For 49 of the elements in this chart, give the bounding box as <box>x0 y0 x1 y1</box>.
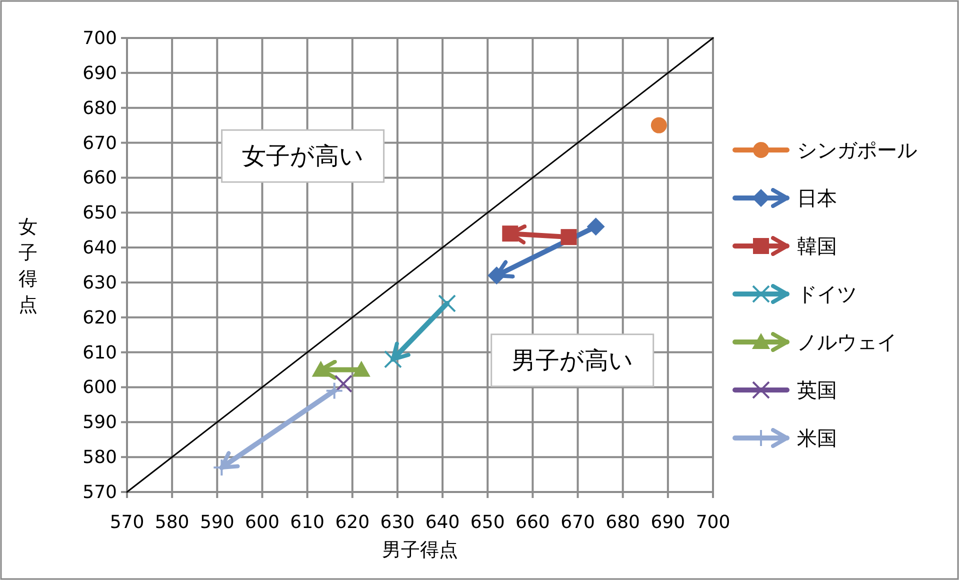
legend-label: 米国 <box>797 426 837 450</box>
x-tick-label: 680 <box>606 512 640 533</box>
x-tick-label: 630 <box>380 512 415 533</box>
x-tick-label: 610 <box>290 512 324 533</box>
y-tick-label: 640 <box>82 238 117 259</box>
legend-label: 日本 <box>797 186 837 210</box>
y-tick-label: 660 <box>82 168 117 189</box>
legend-label: 英国 <box>797 378 837 402</box>
annotation: 男子が高い <box>490 334 654 388</box>
y-tick-label: 620 <box>82 307 117 328</box>
y-tick-label: 650 <box>82 202 117 224</box>
y-tick-label: 680 <box>82 98 117 119</box>
x-tick-label: 700 <box>696 512 730 533</box>
x-tick-label: 620 <box>335 512 370 533</box>
x-tick-label: 670 <box>560 512 595 533</box>
legend-label: 韓国 <box>797 234 837 258</box>
annotation: 女子が高い <box>221 129 385 183</box>
point <box>438 294 456 312</box>
point <box>334 374 352 393</box>
x-tick-label: 580 <box>154 512 190 533</box>
y-tick-label: 570 <box>82 482 117 503</box>
y-tick-label: 690 <box>82 62 117 84</box>
y-tick-label: 580 <box>82 447 117 468</box>
annotation: 女子が高い <box>242 142 364 170</box>
y-tick-label: 670 <box>82 132 117 154</box>
point <box>325 382 344 400</box>
point <box>384 350 402 368</box>
y-tick-label: 700 <box>82 28 117 49</box>
x-tick-label: 660 <box>516 512 550 533</box>
y-tick-label: 610 <box>82 342 117 364</box>
x-tick-label: 650 <box>470 512 505 533</box>
point <box>502 226 518 242</box>
legend-label: ノルウェイ <box>797 330 897 354</box>
x-tick-label: 590 <box>200 512 234 533</box>
legend-label: シンガポール <box>797 138 917 162</box>
y-tick-label: 590 <box>82 412 117 434</box>
x-tick-label: 690 <box>650 512 686 533</box>
x-tick-label: 600 <box>245 512 280 533</box>
annotation: 男子が高い <box>511 346 634 374</box>
point <box>650 117 667 134</box>
y-axis-title: 女子得点 <box>18 216 38 316</box>
x-tick-label: 570 <box>110 512 144 533</box>
x-axis-title: 男子得点 <box>382 539 458 561</box>
y-tick-label: 600 <box>82 377 117 398</box>
y-tick-label: 630 <box>82 272 117 294</box>
legend-label: ドイツ <box>797 282 857 306</box>
point <box>560 229 577 246</box>
x-tick-label: 640 <box>425 512 460 533</box>
point <box>586 218 605 236</box>
